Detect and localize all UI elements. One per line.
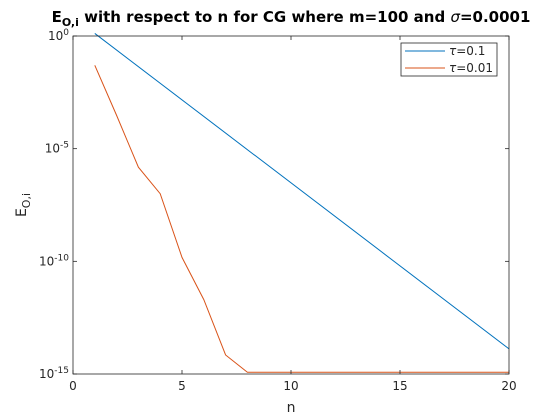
x-tick-label: 15 (392, 379, 407, 393)
tick-layer: 0 5 10 15 20 100 10-5 10-10 10-15 (39, 28, 517, 393)
y-tick-label: 100 (48, 28, 69, 43)
legend-entry-tau-0-1: τ=0.1 (449, 44, 485, 58)
y-tick-label: 10-5 (45, 141, 69, 156)
x-tick-label: 0 (69, 379, 77, 393)
chart-title: EO,i with respect to n for CG where m=10… (52, 8, 531, 29)
series-layer (94, 33, 510, 373)
series-line-0 (94, 33, 510, 350)
legend-entry-tau-0-01: τ=0.01 (449, 61, 493, 75)
y-tick-label: 10-15 (39, 366, 69, 381)
x-tick-label: 10 (283, 379, 298, 393)
x-axis-label: n (287, 400, 296, 416)
x-tick-label: 5 (178, 379, 186, 393)
legend: τ=0.1 τ=0.01 (400, 42, 498, 77)
x-tick-label: 20 (501, 379, 516, 393)
y-axis-label: EO,i (14, 193, 33, 217)
plot-frame (72, 35, 510, 375)
plot-area (73, 36, 509, 374)
series-line-1 (94, 65, 509, 373)
y-tick-label: 10-10 (39, 253, 69, 268)
legend-box (400, 42, 498, 77)
